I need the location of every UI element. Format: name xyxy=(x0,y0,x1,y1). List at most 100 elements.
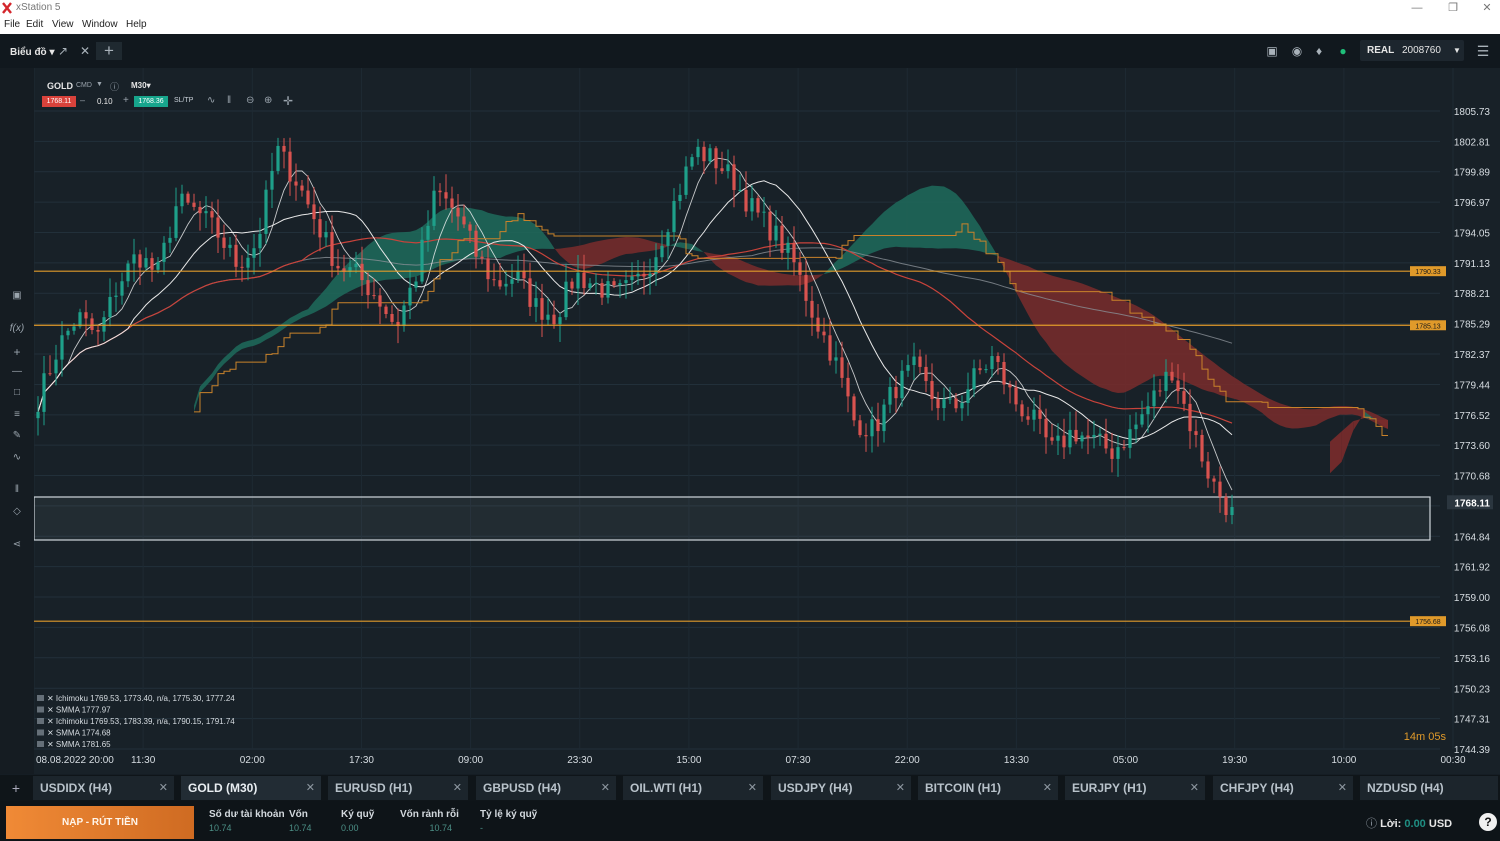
candle xyxy=(336,265,340,269)
line-tool-icon[interactable]: — xyxy=(12,366,22,377)
minimize-icon[interactable]: — xyxy=(1411,2,1423,14)
menu-view[interactable]: View xyxy=(52,19,74,30)
volume-plus-icon[interactable]: + xyxy=(123,95,129,106)
cloud-segment xyxy=(344,261,350,295)
cloud-segment xyxy=(320,288,326,310)
wave-tool-icon[interactable]: ∿ xyxy=(12,452,22,463)
cloud-segment xyxy=(794,275,800,286)
candle xyxy=(930,381,934,400)
tab-close-icon[interactable]: ✕ xyxy=(600,782,610,794)
cloud-segment xyxy=(1076,281,1082,377)
add-tab-icon[interactable]: + xyxy=(11,780,21,796)
price-level-tag xyxy=(1410,616,1446,627)
tab-gold[interactable]: GOLD (M30) ✕ xyxy=(181,776,321,800)
gold-chart[interactable]: 1790.33 1785.13 1756.68 1805.73 1802.81 1799… xyxy=(0,68,1500,774)
indicator-label: ✕ SMMA 1781.65 xyxy=(47,740,111,749)
layers-icon[interactable]: ◇ xyxy=(13,506,21,517)
close-chart-icon[interactable]: ✕ xyxy=(79,44,91,58)
tab-chfjpy[interactable]: CHFJPY (H4) ✕ xyxy=(1213,776,1353,800)
tab-eurusd[interactable]: EURUSD (H1) ✕ xyxy=(328,776,468,800)
tab-gbpusd[interactable]: GBPUSD (H4) ✕ xyxy=(476,776,616,800)
deposit-withdraw-button[interactable]: NẠP - RÚT TIỀN xyxy=(6,806,194,839)
indicators-icon[interactable]: ‖ xyxy=(227,95,232,106)
fibonacci-icon[interactable]: ≡ xyxy=(14,409,20,420)
candle xyxy=(1008,384,1012,388)
cloud-segment xyxy=(722,254,728,274)
candle xyxy=(318,219,322,238)
chevron-down-icon: ▼ xyxy=(1453,46,1461,55)
pen-tool-icon[interactable]: ✎ xyxy=(12,430,22,441)
chart-area[interactable]: 1790.33 1785.13 1756.68 1805.73 1802.81 1799… xyxy=(0,68,1500,774)
chart-menu-button[interactable]: Biểu đồ ▾ xyxy=(10,47,55,58)
xstation-logo-icon xyxy=(2,2,12,14)
bell-icon[interactable]: ♦ xyxy=(1315,44,1323,58)
crosshair-tool-icon[interactable]: + xyxy=(13,345,21,359)
cloud-segment xyxy=(194,386,200,412)
volume-value[interactable]: 0.10 xyxy=(97,97,113,106)
candle xyxy=(858,420,862,436)
candle xyxy=(204,211,208,214)
layout-icon[interactable]: ▣ xyxy=(1266,44,1278,58)
y-axis: 1805.73 1802.81 1799.89 1796.97 1794.05 1791.… xyxy=(1447,107,1493,756)
cloud-segment xyxy=(878,211,884,251)
info-icon[interactable]: ⓘ xyxy=(110,82,120,92)
tab-oil-wti[interactable]: OIL.WTI (H1) ✕ xyxy=(623,776,763,800)
menu-file[interactable]: File xyxy=(4,19,21,30)
cloud-segment xyxy=(1118,297,1124,393)
tab-close-icon[interactable]: ✕ xyxy=(895,782,905,794)
screenshot-icon[interactable]: ▣ xyxy=(12,290,22,301)
tab-eurjpy[interactable]: EURJPY (H1) ✕ xyxy=(1065,776,1205,800)
volume-minus-icon[interactable]: – xyxy=(80,95,86,105)
tab-close-icon[interactable]: ✕ xyxy=(158,782,168,794)
x-tick-label: 23:30 xyxy=(567,755,592,766)
share-icon[interactable]: ⋖ xyxy=(12,539,22,550)
symbol-name[interactable]: GOLD xyxy=(47,81,73,91)
tab-usdjpy[interactable]: USDJPY (H4) ✕ xyxy=(771,776,911,800)
candle xyxy=(1098,433,1102,435)
sell-button[interactable]: 1768.11 xyxy=(42,96,76,107)
candle xyxy=(390,314,394,322)
price-range-box[interactable] xyxy=(33,496,1431,541)
account-selector[interactable]: REAL 2008760 ▼ xyxy=(1360,40,1464,61)
menu-window[interactable]: Window xyxy=(82,19,118,30)
zoom-out-icon[interactable]: ⊖ xyxy=(246,95,255,106)
sltp-button[interactable]: SL/TP xyxy=(174,97,194,104)
profit-currency: USD xyxy=(1428,818,1453,830)
sound-icon[interactable]: ◉ xyxy=(1291,44,1303,58)
hamburger-menu-icon[interactable]: ☰ xyxy=(1476,43,1490,59)
add-chart-icon[interactable]: + xyxy=(96,42,122,60)
popout-icon[interactable]: ↗ xyxy=(57,44,69,58)
tab-close-icon[interactable]: ✕ xyxy=(452,782,462,794)
cloud-segment xyxy=(1016,262,1022,304)
menu-help[interactable]: Help xyxy=(126,19,147,30)
function-icon[interactable]: f(x) xyxy=(9,323,25,334)
rectangle-tool-icon[interactable]: □ xyxy=(13,387,21,398)
tab-nzdusd[interactable]: NZDUSD (H4) xyxy=(1360,776,1498,800)
tab-bitcoin[interactable]: BITCOIN (H1) ✕ xyxy=(918,776,1058,800)
tab-close-icon[interactable]: ✕ xyxy=(1337,782,1347,794)
candle xyxy=(150,258,154,270)
cloud-segment xyxy=(1088,285,1094,385)
cloud-segment xyxy=(962,200,968,250)
close-icon[interactable]: ✕ xyxy=(1482,2,1492,14)
maximize-icon[interactable]: ❐ xyxy=(1448,2,1458,14)
tab-close-icon[interactable]: ✕ xyxy=(1042,782,1052,794)
buy-button[interactable]: 1768.36 xyxy=(134,96,168,107)
tab-close-icon[interactable]: ✕ xyxy=(1189,782,1199,794)
stat-balance: Số dư tài khoản 10.74 xyxy=(209,809,285,833)
symbol-chevron-icon[interactable]: ▼ xyxy=(96,81,103,88)
tab-close-icon[interactable]: ✕ xyxy=(305,782,315,794)
candle xyxy=(576,272,580,289)
menu-edit[interactable]: Edit xyxy=(26,19,44,30)
bars-icon[interactable]: ‖ xyxy=(14,484,20,495)
timeframe-selector[interactable]: M30▾ xyxy=(131,81,151,90)
crosshair-icon[interactable]: ✛ xyxy=(283,94,294,108)
help-icon[interactable]: ? xyxy=(1479,813,1497,831)
candle xyxy=(426,225,430,240)
cloud-segment xyxy=(200,379,206,393)
line-chart-icon[interactable]: ∿ xyxy=(207,95,216,106)
tab-usdidx[interactable]: USDIDX (H4) ✕ xyxy=(33,776,174,800)
zoom-in-icon[interactable]: ⊕ xyxy=(264,95,273,106)
tab-close-icon[interactable]: ✕ xyxy=(747,782,757,794)
cloud-segment xyxy=(968,208,974,251)
